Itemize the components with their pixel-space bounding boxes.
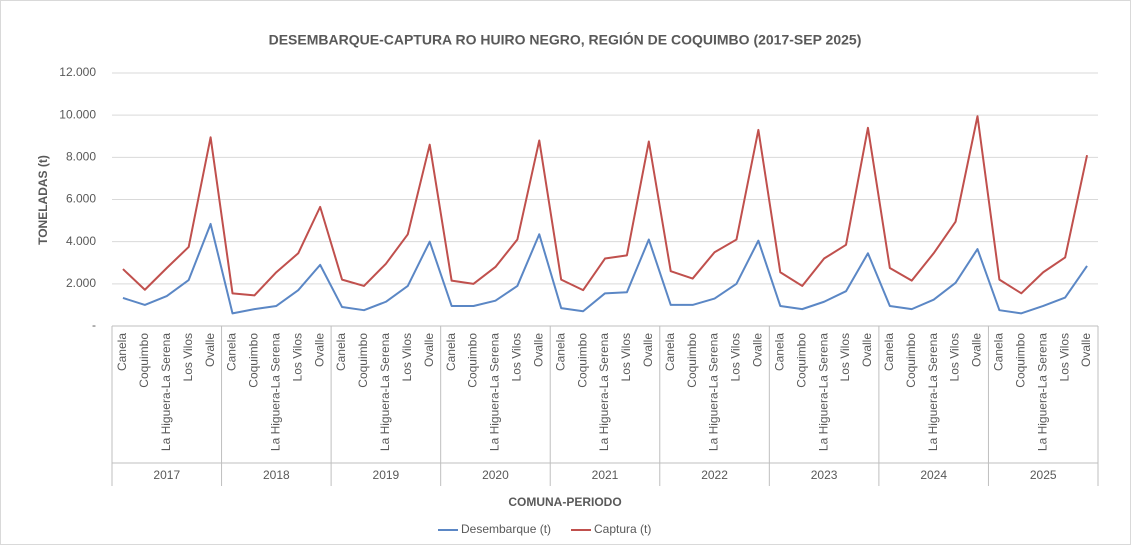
x-tick-label: La Higuera-La Serena [597, 333, 611, 451]
x-tick-label: Coquimbo [904, 333, 918, 388]
group-label: 2019 [373, 468, 400, 482]
x-tick-label: Los Vilos [838, 333, 852, 381]
group-label: 2018 [263, 468, 290, 482]
x-tick-label: Los Vilos [181, 333, 195, 381]
x-tick-label: Ovalle [751, 333, 765, 367]
x-tick-label: Ovalle [531, 333, 545, 367]
x-tick-label: La Higuera-La Serena [269, 333, 283, 451]
x-tick-label: La Higuera-La Serena [488, 333, 502, 451]
x-tick-label: Coquimbo [466, 333, 480, 388]
x-tick-label: La Higuera-La Serena [159, 333, 173, 451]
chart-title: DESEMBARQUE-CAPTURA RO HUIRO NEGRO, REGI… [269, 31, 862, 48]
x-tick-label: Canela [553, 333, 567, 371]
y-axis-title: TONELADAS (t) [36, 155, 50, 245]
x-tick-label: Ovalle [641, 333, 655, 367]
x-tick-label: Canela [334, 333, 348, 371]
x-tick-label: Los Vilos [1057, 333, 1071, 381]
x-tick-label: La Higuera-La Serena [707, 333, 721, 451]
x-tick-label: Coquimbo [685, 333, 699, 388]
x-tick-label: Los Vilos [729, 333, 743, 381]
x-tick-label: Canela [882, 333, 896, 371]
x-tick-label: Ovalle [312, 333, 326, 367]
x-tick-label: Los Vilos [510, 333, 524, 381]
x-tick-label: Coquimbo [575, 333, 589, 388]
x-tick-label: Los Vilos [619, 333, 633, 381]
group-label: 2017 [153, 468, 180, 482]
legend-label: Captura (t) [594, 522, 651, 536]
x-tick-label: Coquimbo [356, 333, 370, 388]
group-label: 2021 [592, 468, 619, 482]
y-tick-label: 4.000 [66, 234, 96, 248]
legend-label: Desembarque (t) [461, 522, 551, 536]
x-tick-label: Canela [663, 333, 677, 371]
y-tick-label: 6.000 [66, 192, 96, 206]
series-line [122, 222, 1088, 315]
series-line [122, 115, 1089, 297]
x-tick-label: Coquimbo [137, 333, 151, 388]
x-tick-label: Coquimbo [794, 333, 808, 388]
x-tick-label: La Higuera-La Serena [1035, 333, 1049, 451]
x-axis-title: COMUNA-PERIODO [508, 495, 621, 509]
x-tick-label: Los Vilos [290, 333, 304, 381]
x-tick-label: Canela [992, 333, 1006, 371]
x-tick-label: Ovalle [1079, 333, 1093, 367]
y-tick-label: 10.000 [59, 107, 96, 121]
x-tick-label: Canela [115, 333, 129, 371]
x-tick-label: Ovalle [860, 333, 874, 367]
x-tick-label: Ovalle [203, 333, 217, 367]
x-tick-label: Canela [444, 333, 458, 371]
group-label: 2025 [1030, 468, 1057, 482]
y-tick-label: 8.000 [66, 150, 96, 164]
x-tick-label: Ovalle [422, 333, 436, 367]
x-tick-label: Canela [225, 333, 239, 371]
x-tick-label: Canela [772, 333, 786, 371]
x-tick-label: Coquimbo [247, 333, 261, 388]
x-tick-label: Ovalle [970, 333, 984, 367]
y-tick-label: 2.000 [66, 276, 96, 290]
y-tick-label: 12.000 [59, 65, 96, 79]
y-tick-label: - [92, 318, 96, 332]
x-tick-label: Los Vilos [948, 333, 962, 381]
x-tick-label: La Higuera-La Serena [378, 333, 392, 451]
group-label: 2020 [482, 468, 509, 482]
x-tick-label: Coquimbo [1013, 333, 1027, 388]
group-label: 2024 [920, 468, 947, 482]
x-tick-label: La Higuera-La Serena [926, 333, 940, 451]
group-label: 2023 [811, 468, 838, 482]
x-tick-label: Los Vilos [400, 333, 414, 381]
group-label: 2022 [701, 468, 728, 482]
x-tick-label: La Higuera-La Serena [816, 333, 830, 451]
